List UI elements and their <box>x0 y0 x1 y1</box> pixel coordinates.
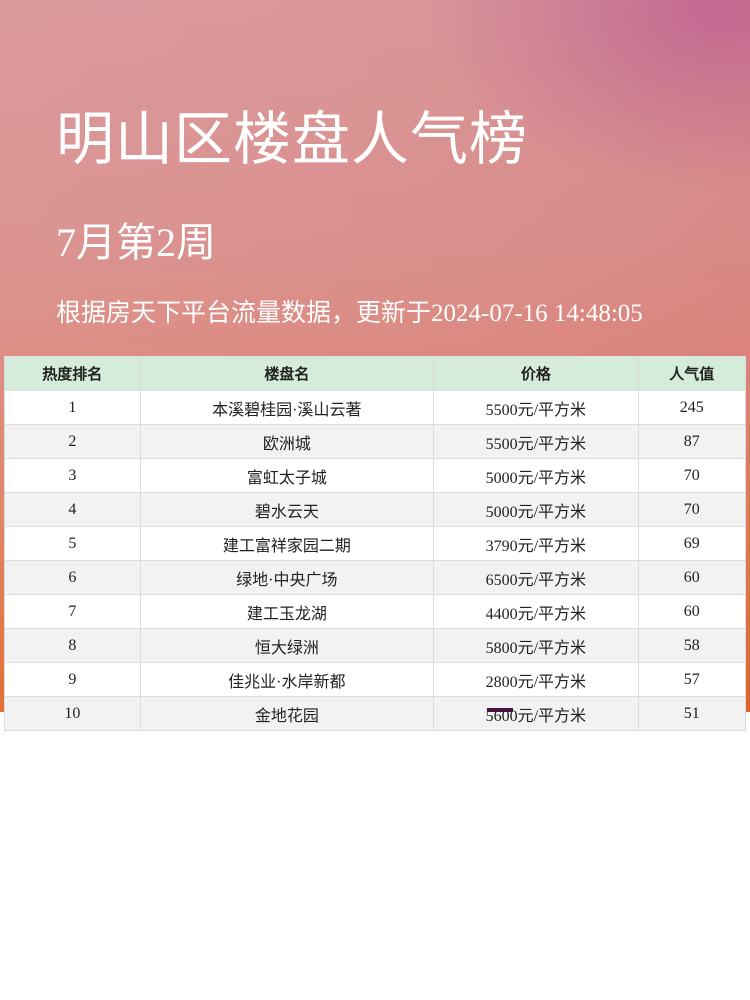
name-cell: 建工富祥家园二期 <box>139 526 435 561</box>
table-row: 4 碧水云天 5000元/平方米 70 <box>4 492 747 527</box>
table-row: 6 绿地·中央广场 6500元/平方米 60 <box>4 560 747 595</box>
header-price: 价格 <box>433 356 639 391</box>
popularity-cell: 60 <box>637 560 747 595</box>
table-row: 9 佳兆业·水岸新都 2800元/平方米 57 <box>4 662 747 697</box>
header-rank: 热度排名 <box>4 356 141 391</box>
popularity-cell: 69 <box>637 526 747 561</box>
price-cell: 5000元/平方米 <box>433 458 639 493</box>
price-cell: 5600元/平方米 <box>433 696 639 731</box>
name-cell: 碧水云天 <box>139 492 435 527</box>
price-cell: 5000元/平方米 <box>433 492 639 527</box>
popularity-cell: 87 <box>637 424 747 459</box>
rank-cell: 9 <box>4 662 141 697</box>
rank-cell: 4 <box>4 492 141 527</box>
popularity-cell: 70 <box>637 458 747 493</box>
rank-cell: 5 <box>4 526 141 561</box>
rank-cell: 6 <box>4 560 141 595</box>
rank-cell: 10 <box>4 696 141 731</box>
table-row: 8 恒大绿洲 5800元/平方米 58 <box>4 628 747 663</box>
popularity-cell: 60 <box>637 594 747 629</box>
name-cell: 恒大绿洲 <box>139 628 435 663</box>
ranking-table: 热度排名 楼盘名 价格 人气值 1 本溪碧桂园·溪山云著 5500元/平方米 245 2… <box>4 356 747 731</box>
table-row: 5 建工富祥家园二期 3790元/平方米 69 <box>4 526 747 561</box>
name-cell: 金地花园 <box>139 696 435 731</box>
popularity-cell: 245 <box>637 390 747 425</box>
rank-cell: 7 <box>4 594 141 629</box>
name-cell: 富虹太子城 <box>139 458 435 493</box>
name-cell: 建工玉龙湖 <box>139 594 435 629</box>
update-info: 根据房天下平台流量数据，更新于2024-07-16 14:48:05 <box>56 300 643 327</box>
table-row: 2 欧洲城 5500元/平方米 87 <box>4 424 747 459</box>
popularity-cell: 51 <box>637 696 747 731</box>
price-cell: 5500元/平方米 <box>433 390 639 425</box>
rank-cell: 1 <box>4 390 141 425</box>
decorative-mark <box>487 708 513 712</box>
table-row: 10 金地花园 5600元/平方米 51 <box>4 696 747 731</box>
header-name: 楼盘名 <box>139 356 435 391</box>
price-cell: 4400元/平方米 <box>433 594 639 629</box>
price-cell: 5800元/平方米 <box>433 628 639 663</box>
rank-cell: 3 <box>4 458 141 493</box>
week-subtitle: 7月第2周 <box>56 220 216 265</box>
table-row: 1 本溪碧桂园·溪山云著 5500元/平方米 245 <box>4 390 747 425</box>
table-row: 3 富虹太子城 5000元/平方米 70 <box>4 458 747 493</box>
name-cell: 绿地·中央广场 <box>139 560 435 595</box>
price-cell: 2800元/平方米 <box>433 662 639 697</box>
popularity-cell: 70 <box>637 492 747 527</box>
table-header-row: 热度排名 楼盘名 价格 人气值 <box>4 356 747 391</box>
popularity-cell: 57 <box>637 662 747 697</box>
table-row: 7 建工玉龙湖 4400元/平方米 60 <box>4 594 747 629</box>
price-cell: 6500元/平方米 <box>433 560 639 595</box>
popularity-cell: 58 <box>637 628 747 663</box>
name-cell: 欧洲城 <box>139 424 435 459</box>
rank-cell: 2 <box>4 424 141 459</box>
rank-cell: 8 <box>4 628 141 663</box>
price-cell: 3790元/平方米 <box>433 526 639 561</box>
page-title: 明山区楼盘人气榜 <box>56 105 529 173</box>
name-cell: 佳兆业·水岸新都 <box>139 662 435 697</box>
header-popularity: 人气值 <box>637 356 747 391</box>
price-cell: 5500元/平方米 <box>433 424 639 459</box>
name-cell: 本溪碧桂园·溪山云著 <box>139 390 435 425</box>
